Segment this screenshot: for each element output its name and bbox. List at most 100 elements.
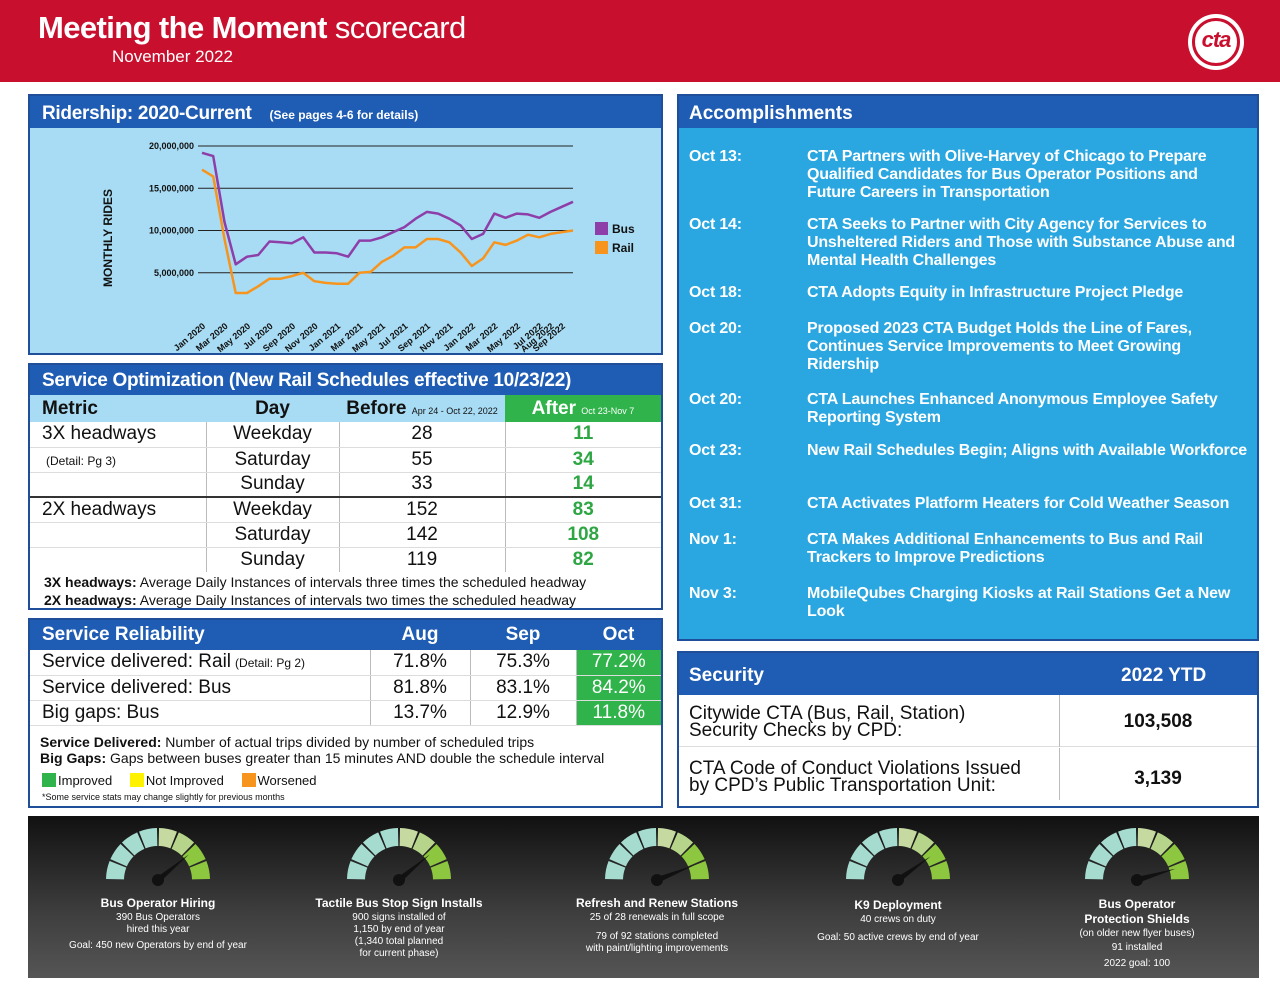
after-cell: 11 [505, 422, 661, 448]
gauge-tactile-signs: Tactile Bus Stop Sign Installs 900 signs… [279, 816, 519, 978]
gauge-line: 1,150 by end of year [353, 924, 445, 935]
metric-cell [30, 547, 207, 572]
security-row-label: CTA Code of Conduct Violations Issued by … [689, 759, 1059, 796]
gauge-bus-operator-hiring: Bus Operator Hiring 390 Bus Operators hi… [38, 816, 278, 978]
gauge-segment [106, 861, 127, 880]
col-before: Before Apr 24 - Oct 22, 2022 [339, 395, 505, 422]
gauge-segment [605, 861, 626, 880]
table-row: Service delivered: Bus 81.8% 83.1% 84.2% [30, 675, 661, 701]
security-value: 3,139 [1134, 768, 1182, 789]
ridership-note: (See pages 4-6 for details) [269, 108, 419, 122]
y-tick-label: 10,000,000 [149, 226, 194, 236]
item-text: CTA Launches Enhanced Anonymous Employee… [807, 391, 1218, 426]
security-row-label: Citywide CTA (Bus, Rail, Station) Securit… [689, 704, 1059, 740]
gauge-segment [362, 832, 386, 856]
col-after-range: Oct 23-Nov 7 [581, 405, 635, 416]
gauge-segment [898, 828, 917, 849]
gauge-dial [106, 828, 210, 886]
after-cell: 83 [505, 496, 661, 523]
before-cell: 119 [339, 547, 506, 572]
gauge-segment [110, 843, 134, 867]
before-cell: 55 [339, 447, 506, 473]
gauge-hub [651, 874, 663, 886]
item-date: Oct 23: [689, 442, 742, 459]
before-cell: 152 [339, 496, 506, 523]
table-row: Citywide CTA (Bus, Rail, Station) Securit… [679, 695, 1257, 747]
legend-swatch-yellow [129, 773, 144, 787]
col-sep: Sep [470, 620, 576, 650]
gauge-segment [850, 843, 874, 867]
gauge-segment [609, 843, 633, 867]
gauge-line: 79 of 92 stations completed [595, 931, 719, 942]
reliability-panel: Service Reliability Aug Sep Oct Service … [28, 618, 663, 808]
detail-note: (Detail: Pg 2) [235, 656, 306, 671]
optimization-table: Metric Day Before Apr 24 - Oct 22, 2022 … [30, 395, 661, 572]
gauge-segment [638, 828, 657, 849]
optimization-notes: 3X headways: Average Daily Instances of … [44, 573, 586, 609]
metric-cell: (Detail: Pg 3) [30, 447, 207, 473]
aug-cell: 71.8% [370, 650, 471, 676]
series-line-bus [201, 151, 574, 266]
legend-label-rail: Rail [612, 241, 634, 255]
gauge-title: Refresh and Renew Stations [575, 896, 739, 910]
gauge-segment [189, 861, 210, 880]
ridership-header: Ridership: 2020-Current (See pages 4-6 fo… [30, 96, 661, 128]
item-date: Oct 20: [689, 391, 742, 408]
gauge-dial [347, 828, 451, 886]
gauge-segment [911, 832, 935, 856]
gauge-segment [1118, 828, 1137, 849]
legend-swatch-bus [595, 222, 608, 235]
optimization-header: Service Optimization (New Rail Schedules… [30, 365, 661, 395]
gauge-segment [670, 832, 694, 856]
legend-swatch-green [42, 773, 56, 787]
row-label: Service delivered: Bus [30, 675, 371, 701]
gauge-segment [681, 843, 705, 867]
col-before-range: Apr 24 - Oct 22, 2022 [411, 405, 498, 416]
note-line: 3X headways: Average Daily Instances of … [44, 573, 586, 591]
legend-swatch-orange [241, 773, 256, 787]
note-line: Service Delivered: Number of actual trip… [40, 734, 604, 750]
gauge-segment [412, 832, 436, 856]
gauges-strip: Bus Operator Hiring 390 Bus Operators hi… [28, 816, 1259, 978]
security-header: Security 2022 YTD [679, 653, 1257, 695]
detail-note: (Detail: Pg 3) [46, 453, 117, 468]
metric-cell: 3X headways [30, 422, 207, 448]
logo-text: cta [1201, 27, 1232, 52]
gauge-needle [655, 865, 695, 883]
gauge-segment [1161, 843, 1185, 867]
col-metric: Metric [30, 395, 206, 422]
table-row: (Detail: Pg 3) Saturday 55 34 [30, 447, 661, 473]
gauge-title: Protection Shields [1084, 912, 1190, 926]
legend-not-improved: Not Improved [129, 773, 224, 788]
optimization-header-row: Metric Day Before Apr 24 - Oct 22, 2022 … [30, 395, 661, 422]
label-line: by CPD’s Public Transportation Unit: [689, 775, 996, 796]
day-cell: Saturday [206, 447, 340, 473]
gauge-segment [1168, 861, 1189, 880]
table-row: Sunday 119 82 [30, 547, 661, 572]
legend-swatch-rail [595, 241, 608, 254]
table-row: CTA Code of Conduct Violations Issued by … [679, 748, 1257, 800]
gauge-segment [657, 828, 676, 849]
column-divider [1059, 695, 1060, 747]
gauge-line: 2022 goal: 100 [1103, 958, 1171, 969]
item-text: MobileQubes Charging Kiosks at Rail Stat… [807, 585, 1231, 620]
gauge-segment [846, 861, 867, 880]
reliability-notes: Service Delivered: Number of actual trip… [40, 734, 604, 766]
oct-cell: 11.8% [576, 700, 661, 726]
gauge-segment [929, 861, 950, 880]
after-cell: 108 [505, 522, 661, 548]
gauge-line: for current phase) [359, 948, 439, 959]
note-text: Average Daily Instances of intervals thr… [139, 574, 587, 590]
legend-label: Improved [58, 773, 113, 788]
gauge-needle [397, 854, 430, 883]
gauge-hub [152, 874, 164, 886]
day-cell: Saturday [206, 522, 340, 548]
note-term: 2X headways: [44, 592, 137, 608]
item-text: CTA Makes Additional Enhancements to Bus… [807, 531, 1203, 566]
legend-label: Worsened [257, 773, 317, 788]
item-text: CTA Partners with Olive-Harvey of Chicag… [807, 148, 1207, 201]
gauge-segment [399, 828, 418, 849]
item-text: CTA Adopts Equity in Infrastructure Proj… [807, 284, 1184, 301]
gauge-title: Tactile Bus Stop Sign Installs [315, 896, 483, 910]
after-cell: 14 [572, 473, 594, 495]
